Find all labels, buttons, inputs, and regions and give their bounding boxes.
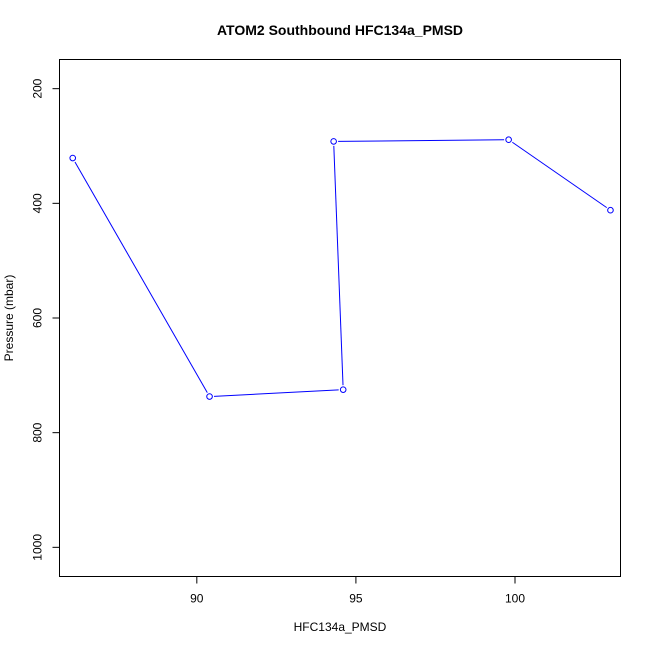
y-tick-label: 400 [31, 193, 45, 213]
y-tick-label: 1000 [31, 534, 45, 561]
x-tick-label: 90 [190, 592, 204, 606]
series-line-segment [214, 389, 339, 397]
y-tick-label: 800 [31, 422, 45, 442]
data-point-marker [607, 206, 614, 214]
x-tick-label: 100 [505, 592, 525, 606]
series-layer [69, 136, 614, 400]
data-point-marker [206, 393, 213, 400]
y-tick-label: 200 [31, 78, 45, 98]
data-point-marker [339, 386, 347, 393]
series-line-segment [333, 145, 344, 386]
series-line-segment [338, 139, 505, 142]
y-axis-label: Pressure (mbar) [2, 275, 16, 362]
x-tick-label: 95 [349, 592, 363, 606]
data-point-marker [330, 138, 337, 145]
chart-title: ATOM2 Southbound HFC134a_PMSD [217, 22, 463, 38]
y-tick-label: 600 [31, 308, 45, 328]
data-point-marker [505, 136, 512, 143]
x-axis: 90 95 100 [190, 576, 525, 606]
x-axis-label: HFC134a_PMSD [294, 620, 387, 634]
series-line-segment [512, 141, 608, 209]
data-point-marker [69, 154, 77, 162]
y-axis: 200 400 600 800 1000 [31, 78, 60, 561]
series-line-segment [74, 161, 208, 393]
